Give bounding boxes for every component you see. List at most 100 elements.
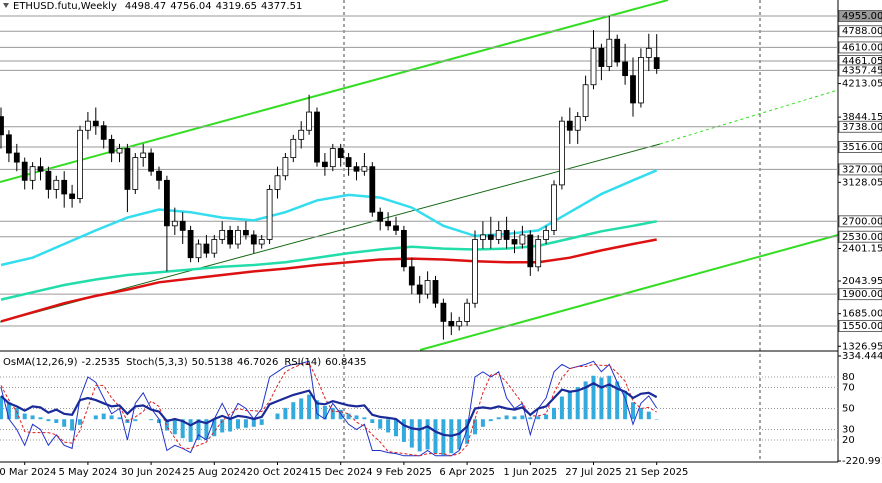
moving-average [0, 238, 657, 323]
candle-body [353, 166, 360, 172]
candle-body [527, 234, 534, 268]
candle-body [69, 193, 75, 199]
osma-bar [164, 419, 169, 431]
y2-tick-label: 334.4447 [842, 351, 882, 362]
level-box [838, 10, 882, 23]
menu-icon [3, 3, 9, 8]
candle-body [385, 220, 392, 227]
level-label: 3738.00 [842, 122, 882, 133]
osma-bar [512, 416, 517, 420]
osma-bar [520, 415, 525, 420]
osma-bar [370, 419, 375, 424]
y-tick-label: 20 [842, 435, 855, 446]
x-tick-label: 15 Dec 2024 [309, 467, 373, 478]
candle-body [21, 161, 28, 181]
osma-bar [46, 419, 51, 422]
x-tick-label: 1 Jun 2025 [503, 467, 557, 478]
osma-bar [101, 413, 106, 420]
osma-bar [133, 419, 138, 422]
candle-body [314, 111, 320, 163]
high-value: 4756.04 [170, 1, 211, 12]
rsi-name: RSI(14) [284, 357, 321, 368]
candle-body [479, 234, 486, 240]
candle-body [598, 47, 605, 67]
osma-bar [631, 402, 635, 420]
candle-body [290, 138, 297, 158]
candle-body [195, 243, 202, 259]
osma-bar [528, 417, 533, 420]
level-label: 2700.00 [842, 216, 882, 227]
y-tick-label: 80 [842, 372, 855, 383]
osma-bar [149, 419, 154, 421]
candle-body [361, 166, 368, 172]
osma-bar [623, 390, 628, 420]
close-value: 4377.51 [261, 1, 302, 12]
osma-bar [362, 417, 367, 420]
level-label: 4955.00 [842, 11, 882, 22]
candle-body [487, 234, 494, 240]
osma-bar [591, 375, 596, 420]
osma-bar [433, 419, 438, 454]
osma-bar [386, 419, 391, 433]
osma-bar [283, 407, 288, 420]
candle-body [424, 280, 431, 295]
candle-body [85, 120, 91, 131]
osma-bar [0, 396, 3, 420]
x-tick-label: 30 Jun 2024 [121, 467, 181, 478]
osma-bar [607, 375, 612, 420]
y2-tick-label: -220.9913 [842, 456, 882, 467]
osma-bar [346, 413, 351, 420]
low-value: 4319.65 [216, 1, 257, 12]
candle-body [630, 75, 636, 104]
candle-body [124, 148, 131, 190]
candle-body [179, 220, 186, 231]
candle-body [559, 120, 565, 186]
osma-bar [330, 407, 335, 420]
osma-bar [646, 411, 651, 420]
indicator-line [0, 382, 658, 437]
candle-body [92, 120, 99, 127]
osma-bar [220, 419, 225, 433]
candle-body [53, 179, 60, 190]
chart-header: ETHUSD.futu,Weekly 4498.47 4756.04 4319.65 4… [13, 1, 302, 12]
osma-bar [180, 419, 185, 439]
osma-bar [243, 419, 248, 428]
x-tick-label: 6 Apr 2025 [439, 467, 494, 478]
candle-body [242, 229, 249, 236]
candle-body [614, 38, 621, 63]
stoch-name: Stoch(5,3,3) [126, 357, 188, 368]
candle-body [464, 302, 471, 322]
osma-bar [251, 419, 256, 427]
candle-body [0, 116, 4, 136]
candle-body [132, 157, 139, 190]
level-box [838, 230, 882, 243]
osma-bar [552, 407, 556, 420]
level-box [838, 215, 882, 228]
candle-body [235, 229, 241, 245]
level-box [838, 41, 882, 54]
osma-bar [38, 417, 43, 420]
osma-bar [401, 419, 406, 442]
level-box [838, 64, 882, 77]
candle-body [108, 138, 115, 154]
candle-body [472, 239, 478, 304]
osma-bar [236, 419, 240, 429]
osma-bar [315, 400, 319, 420]
osma-bar [62, 419, 67, 427]
candle-body [408, 266, 415, 286]
osma-bar [14, 407, 19, 420]
candle-body [61, 179, 68, 195]
stoch-k-value: 50.5138 [192, 357, 233, 368]
candle-body [187, 229, 194, 259]
candle-body [148, 152, 155, 172]
candle-body [511, 239, 518, 245]
candle-body [266, 189, 273, 240]
level-label: 3270.00 [842, 164, 882, 175]
candle-body [250, 234, 257, 245]
candle-body [171, 220, 178, 227]
candle-body [258, 239, 265, 245]
y-tick-label: 4213.05 [842, 79, 882, 90]
candle-body [29, 166, 36, 181]
